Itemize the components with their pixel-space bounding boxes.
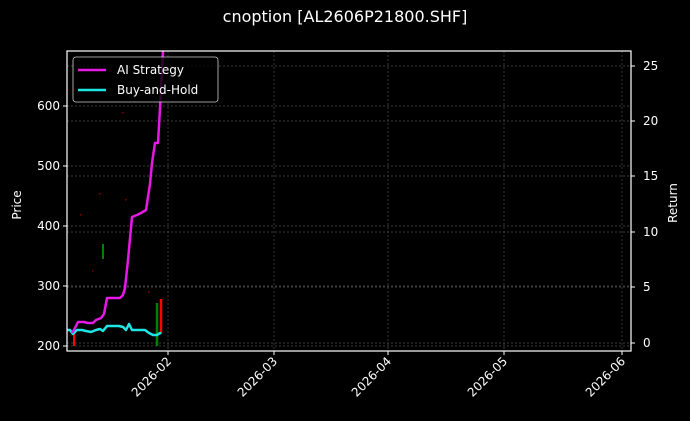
series-buy-and-hold xyxy=(67,322,162,337)
left-tick-400: 400 xyxy=(37,219,60,233)
legend-label-buy-and-hold: Buy-and-Hold xyxy=(117,83,198,97)
right-tick-15: 15 xyxy=(643,169,658,183)
right-axis-label: Return xyxy=(666,183,680,223)
right-axis xyxy=(631,65,635,344)
right-tick-25: 25 xyxy=(643,59,658,73)
candlesticks xyxy=(73,244,163,346)
left-axis xyxy=(63,105,67,347)
candle-dots xyxy=(80,112,150,293)
x-tick-2026-02: 2026-02 xyxy=(129,354,174,399)
right-tick-10: 10 xyxy=(643,225,658,239)
left-tick-200: 200 xyxy=(37,339,60,353)
legend: AI Strategy Buy-and-Hold xyxy=(72,56,219,103)
x-tick-2026-04: 2026-04 xyxy=(349,354,394,399)
left-tick-500: 500 xyxy=(37,159,60,173)
plot-frame xyxy=(66,50,632,352)
right-tick-20: 20 xyxy=(643,114,658,128)
right-tick-5: 5 xyxy=(643,280,651,294)
x-tick-2026-03: 2026-03 xyxy=(235,354,280,399)
x-tick-2026-05: 2026-05 xyxy=(465,354,510,399)
x-tick-2026-06: 2026-06 xyxy=(583,354,628,399)
right-tick-0: 0 xyxy=(643,336,651,350)
series-ai-strategy xyxy=(70,50,165,334)
left-axis-label: Price xyxy=(10,190,24,219)
chart-title: cnoption [AL2606P21800.SHF] xyxy=(222,7,468,26)
x-axis xyxy=(167,351,623,355)
left-tick-600: 600 xyxy=(37,99,60,113)
left-tick-300: 300 xyxy=(37,279,60,293)
legend-label-ai-strategy: AI Strategy xyxy=(117,63,184,77)
